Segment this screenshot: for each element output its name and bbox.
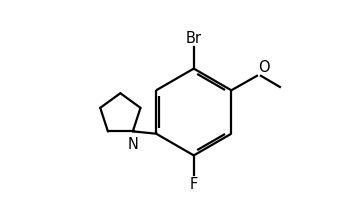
Text: O: O: [258, 60, 270, 75]
Text: N: N: [127, 137, 138, 152]
Text: Br: Br: [186, 31, 202, 46]
Text: F: F: [190, 177, 198, 192]
